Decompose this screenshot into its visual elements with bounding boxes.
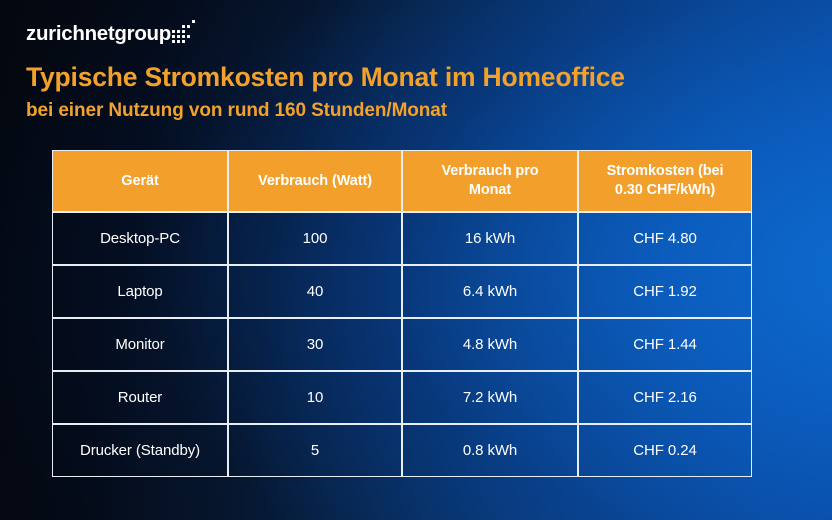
column-header-watt: Verbrauch (Watt) <box>228 150 402 212</box>
table-header: Gerät Verbrauch (Watt) Verbrauch pro Mon… <box>52 150 752 212</box>
column-header-monthly-usage: Verbrauch pro Monat <box>402 150 578 212</box>
cell-device: Desktop-PC <box>52 212 228 265</box>
table-body: Desktop-PC 100 16 kWh CHF 4.80 Laptop 40… <box>52 212 752 477</box>
table-header-row: Gerät Verbrauch (Watt) Verbrauch pro Mon… <box>52 150 752 212</box>
cell-kwh: 4.8 kWh <box>402 318 578 371</box>
column-header-cost-line-1: Stromkosten (bei <box>606 163 724 179</box>
table-row: Monitor 30 4.8 kWh CHF 1.44 <box>52 318 752 371</box>
column-header-monthly-usage-line-1: Verbrauch pro <box>441 163 539 179</box>
cell-device: Router <box>52 371 228 424</box>
cell-cost: CHF 4.80 <box>578 212 752 265</box>
cell-watt: 40 <box>228 265 402 318</box>
brand-logo-text: zurichnetgroup <box>26 22 171 45</box>
table-row: Drucker (Standby) 5 0.8 kWh CHF 0.24 <box>52 424 752 477</box>
cell-watt: 10 <box>228 371 402 424</box>
table-row: Laptop 40 6.4 kWh CHF 1.92 <box>52 265 752 318</box>
cell-watt: 30 <box>228 318 402 371</box>
cell-device: Monitor <box>52 318 228 371</box>
column-header-device: Gerät <box>52 150 228 212</box>
page-subtitle: bei einer Nutzung von rund 160 Stunden/M… <box>26 100 448 121</box>
cost-table: Gerät Verbrauch (Watt) Verbrauch pro Mon… <box>52 150 752 477</box>
column-header-device-line-1: Gerät <box>121 172 159 189</box>
cell-cost: CHF 1.92 <box>578 265 752 318</box>
page-title: Typische Stromkosten pro Monat im Homeof… <box>26 62 625 92</box>
column-header-cost: Stromkosten (bei 0.30 CHF/kWh) <box>578 150 752 212</box>
cost-table-container: Gerät Verbrauch (Watt) Verbrauch pro Mon… <box>52 150 752 477</box>
table-row: Router 10 7.2 kWh CHF 2.16 <box>52 371 752 424</box>
cell-device: Laptop <box>52 265 228 318</box>
cell-watt: 5 <box>228 424 402 477</box>
column-header-monthly-usage-line-2: Monat <box>468 182 512 198</box>
cell-cost: CHF 2.16 <box>578 371 752 424</box>
cell-kwh: 0.8 kWh <box>402 424 578 477</box>
column-header-watt-line-1: Verbrauch (Watt) <box>258 172 372 189</box>
brand-logo: zurichnetgroup <box>26 20 198 48</box>
table-row: Desktop-PC 100 16 kWh CHF 4.80 <box>52 212 752 265</box>
cell-kwh: 16 kWh <box>402 212 578 265</box>
cell-kwh: 7.2 kWh <box>402 371 578 424</box>
dot-matrix-icon <box>172 20 198 46</box>
cell-cost: CHF 1.44 <box>578 318 752 371</box>
cell-cost: CHF 0.24 <box>578 424 752 477</box>
cell-watt: 100 <box>228 212 402 265</box>
cell-device: Drucker (Standby) <box>52 424 228 477</box>
column-header-cost-line-2: 0.30 CHF/kWh) <box>614 182 716 198</box>
cell-kwh: 6.4 kWh <box>402 265 578 318</box>
